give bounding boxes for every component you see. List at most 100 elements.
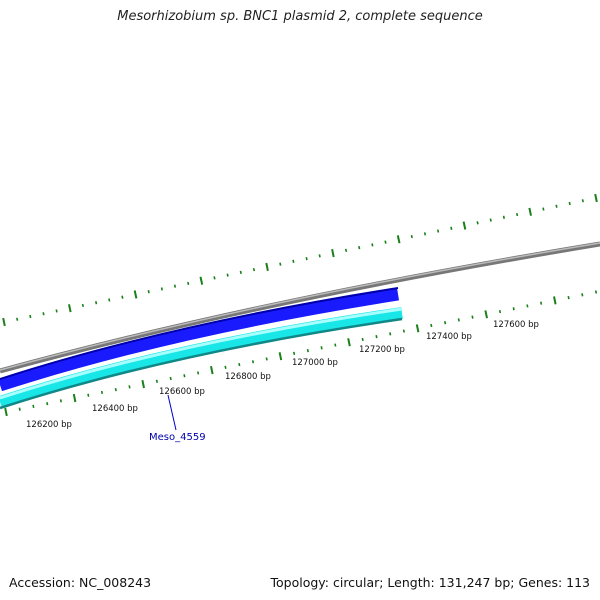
outer-ring-minor-tick: [581, 199, 584, 203]
inner-ring-minor-tick: [498, 309, 502, 314]
outer-ring-minor-tick: [437, 229, 440, 233]
outer-ring-major-tick: [594, 193, 598, 203]
inner-ring-minor-tick: [389, 332, 392, 336]
outer-ring-minor-tick: [384, 240, 387, 244]
outer-ring-minor-tick: [108, 298, 111, 302]
outer-ring-minor-tick: [344, 248, 348, 252]
ruler-label-127200: 127200 bp: [359, 345, 405, 355]
outer-ring-minor-tick: [239, 270, 242, 275]
reverse-gene-feature[interactable]: [0, 307, 403, 408]
outer-ring-minor-tick: [358, 245, 361, 250]
inner-ring-minor-tick: [430, 323, 433, 328]
inner-ring-minor-tick: [594, 290, 598, 294]
outer-ring-minor-tick: [292, 259, 295, 263]
outer-ring-major-tick: [133, 290, 138, 299]
outer-tick-ring: [2, 193, 598, 327]
inner-ring-minor-tick: [238, 362, 241, 367]
outer-ring-major-tick: [396, 235, 401, 244]
outer-ring-minor-tick: [450, 226, 453, 230]
outer-ring-minor-tick: [16, 317, 19, 321]
outer-ring-minor-tick: [252, 268, 256, 272]
inner-ring-minor-tick: [512, 307, 515, 311]
inner-ring-minor-tick: [128, 385, 131, 389]
outer-ring-major-tick: [2, 317, 6, 327]
inner-ring-major-tick: [553, 296, 557, 305]
inner-ring-minor-tick: [375, 335, 378, 339]
forward-gene-feature-edge: [0, 287, 399, 380]
inner-ring-minor-tick: [567, 295, 570, 300]
inner-ring-minor-tick: [402, 329, 405, 333]
inner-ring-minor-tick: [581, 293, 584, 297]
outer-ring-major-tick: [68, 304, 72, 313]
outer-ring-minor-tick: [502, 215, 505, 219]
backbone-ring: [0, 241, 600, 374]
inner-ring-minor-tick: [526, 304, 529, 308]
inner-ring-minor-tick: [293, 351, 296, 356]
outer-ring-major-tick: [199, 276, 204, 285]
gene-label-pointer: [167, 394, 177, 431]
accession-text: Accession: NC_008243: [9, 575, 152, 590]
inner-ring-major-tick: [210, 366, 214, 375]
ruler-label-126200: 126200 bp: [26, 420, 72, 430]
outer-ring-minor-tick: [423, 232, 427, 236]
inner-ring-minor-tick: [265, 357, 268, 361]
outer-ring-major-tick: [265, 262, 269, 272]
inner-ring-major-tick: [415, 324, 420, 333]
outer-ring-minor-tick: [318, 254, 321, 258]
inner-ring-minor-tick: [471, 315, 474, 319]
outer-ring-minor-tick: [516, 212, 519, 217]
inner-ring-minor-tick: [540, 301, 543, 305]
inner-ring-major-tick: [347, 338, 351, 347]
inner-ring-minor-tick: [32, 404, 35, 409]
reverse-gene-feature-highlight: [0, 307, 403, 400]
outer-ring-minor-tick: [81, 303, 84, 308]
map-title: Mesorhizobium sp. BNC1 plasmid 2, comple…: [117, 9, 483, 24]
outer-ring-minor-tick: [305, 257, 308, 261]
inner-ring-minor-tick: [46, 402, 49, 406]
inner-ring-minor-tick: [155, 379, 158, 383]
outer-ring-minor-tick: [371, 243, 374, 247]
outer-ring-minor-tick: [226, 273, 229, 277]
reverse-gene-feature-edge: [0, 317, 403, 410]
inner-ring-minor-tick: [251, 360, 255, 364]
inner-ring-minor-tick: [18, 407, 21, 411]
inner-tick-ring: [4, 290, 598, 417]
outer-ring-minor-tick: [279, 262, 282, 266]
inner-ring-minor-tick: [444, 321, 447, 325]
inner-ring-major-tick: [72, 393, 77, 403]
gene-label-meso-4559[interactable]: Meso_4559: [149, 432, 206, 443]
outer-ring-minor-tick: [55, 309, 58, 313]
outer-ring-minor-tick: [160, 287, 163, 291]
ruler-label-127400: 127400 bp: [426, 332, 472, 342]
inner-ring-minor-tick: [224, 365, 227, 369]
inner-ring-minor-tick: [183, 374, 186, 378]
ruler-label-126400: 126400 bp: [92, 404, 138, 414]
forward-gene-feature[interactable]: [0, 287, 400, 392]
inner-ring-major-tick: [484, 310, 488, 319]
inner-ring-minor-tick: [59, 399, 62, 403]
outer-ring-major-tick: [462, 221, 467, 230]
outer-ring-minor-tick: [95, 301, 98, 305]
outer-ring-minor-tick: [542, 207, 545, 211]
sequence-summary-text: Topology: circular; Length: 131,247 bp; …: [270, 575, 591, 590]
inner-ring-minor-tick: [87, 393, 90, 397]
inner-ring-minor-tick: [100, 390, 104, 395]
inner-ring-minor-tick: [320, 346, 323, 350]
outer-ring-major-tick: [331, 248, 335, 258]
ruler-label-126800: 126800 bp: [225, 372, 271, 382]
backbone-ring-highlight: [0, 242, 600, 371]
outer-ring-minor-tick: [489, 218, 492, 222]
ruler-label-127000: 127000 bp: [292, 358, 338, 368]
inner-ring-minor-tick: [457, 318, 460, 322]
outer-ring-minor-tick: [42, 312, 45, 316]
outer-ring-minor-tick: [410, 234, 413, 239]
inner-ring-major-tick: [278, 352, 283, 361]
outer-ring-minor-tick: [29, 314, 32, 319]
outer-ring-minor-tick: [121, 295, 124, 299]
outer-ring-minor-tick: [568, 201, 571, 206]
inner-ring-minor-tick: [306, 348, 309, 353]
ruler-label-126600: 126600 bp: [159, 387, 205, 397]
outer-ring-minor-tick: [213, 276, 216, 280]
inner-ring-minor-tick: [197, 371, 200, 375]
